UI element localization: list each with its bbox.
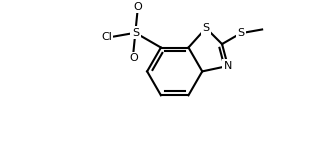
Text: S: S — [202, 23, 210, 33]
Text: O: O — [129, 53, 138, 63]
Text: N: N — [224, 61, 232, 71]
Text: O: O — [133, 2, 142, 12]
Text: Cl: Cl — [101, 32, 112, 42]
Text: S: S — [237, 28, 244, 38]
Text: S: S — [132, 28, 139, 38]
